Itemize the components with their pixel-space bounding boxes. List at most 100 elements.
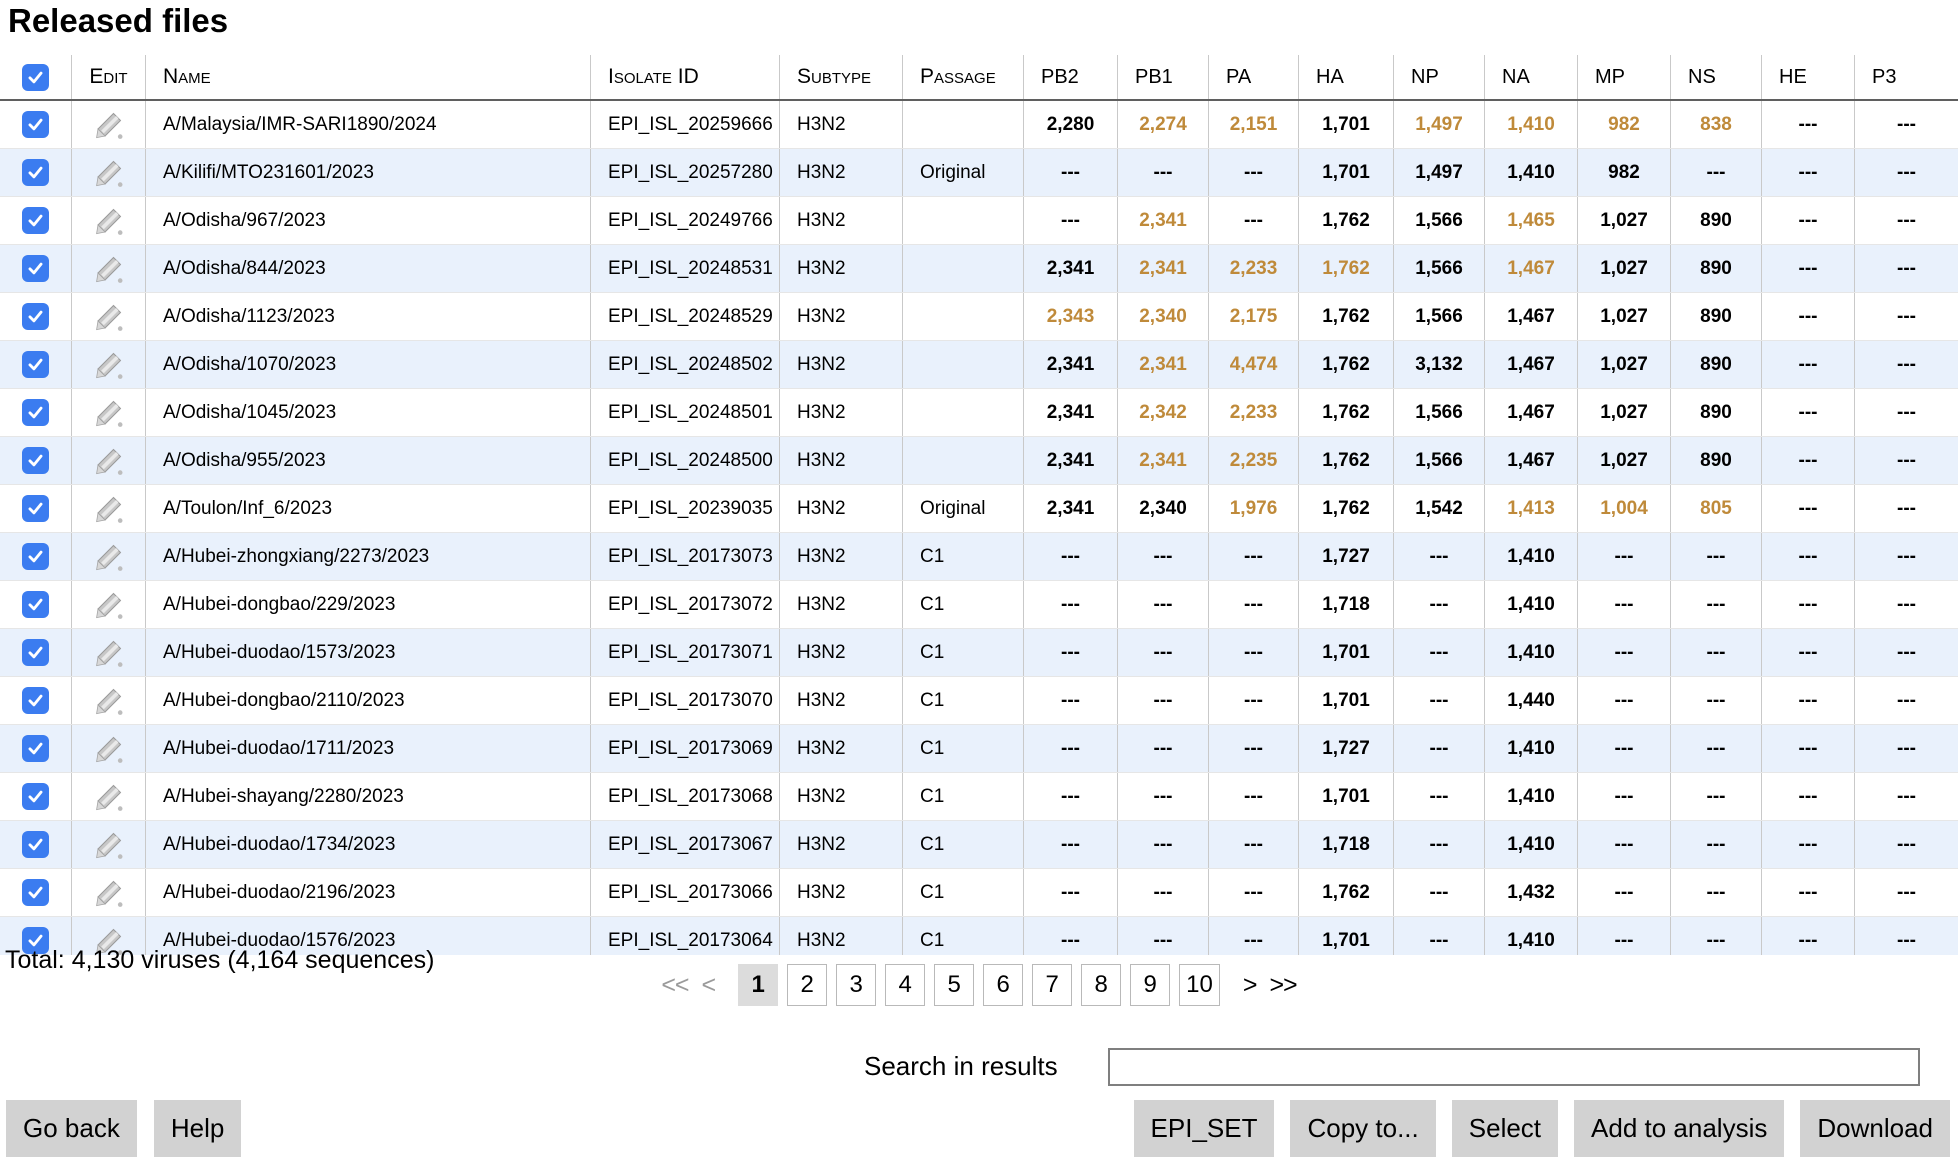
page-button-3[interactable]: 3 (836, 964, 877, 1006)
table-row[interactable]: A/Kilifi/MTO231601/2023 EPI_ISL_20257280… (0, 149, 1958, 197)
edit-pencil-icon[interactable] (94, 254, 124, 284)
row-checkbox[interactable] (22, 735, 49, 762)
row-checkbox[interactable] (22, 351, 49, 378)
edit-pencil-icon[interactable] (94, 638, 124, 668)
table-row[interactable]: A/Odisha/1070/2023 EPI_ISL_20248502 H3N2… (0, 341, 1958, 389)
row-checkbox[interactable] (22, 879, 49, 906)
column-header-mp[interactable]: MP (1577, 55, 1670, 99)
help-button[interactable]: Help (153, 1100, 242, 1157)
table-row[interactable]: A/Hubei-duodao/1734/2023 EPI_ISL_2017306… (0, 821, 1958, 869)
first-page-button[interactable]: << (661, 970, 689, 999)
page-button-4[interactable]: 4 (885, 964, 926, 1006)
epi-set-button[interactable]: EPI_SET (1133, 1100, 1275, 1157)
page-button-5[interactable]: 5 (934, 964, 975, 1006)
row-checkbox[interactable] (22, 687, 49, 714)
table-row[interactable]: A/Odisha/844/2023 EPI_ISL_20248531 H3N2 … (0, 245, 1958, 293)
segment-he: --- (1761, 869, 1854, 916)
table-row[interactable]: A/Odisha/1045/2023 EPI_ISL_20248501 H3N2… (0, 389, 1958, 437)
search-in-results-input[interactable] (1108, 1048, 1920, 1086)
row-checkbox[interactable] (22, 831, 49, 858)
row-checkbox[interactable] (22, 495, 49, 522)
edit-pencil-icon[interactable] (94, 110, 124, 140)
row-checkbox[interactable] (22, 543, 49, 570)
segment-he: --- (1761, 197, 1854, 244)
table-row[interactable]: A/Odisha/1123/2023 EPI_ISL_20248529 H3N2… (0, 293, 1958, 341)
column-header-subtype[interactable]: Subtype (779, 55, 902, 99)
edit-pencil-icon[interactable] (94, 734, 124, 764)
table-row[interactable]: A/Toulon/Inf_6/2023 EPI_ISL_20239035 H3N… (0, 485, 1958, 533)
segment-np: 1,566 (1393, 389, 1484, 436)
column-header-ha[interactable]: HA (1298, 55, 1393, 99)
table-row[interactable]: A/Hubei-duodao/1576/2023 EPI_ISL_2017306… (0, 917, 1958, 955)
column-header-np[interactable]: NP (1393, 55, 1484, 99)
row-checkbox[interactable] (22, 255, 49, 282)
table-row[interactable]: A/Odisha/955/2023 EPI_ISL_20248500 H3N2 … (0, 437, 1958, 485)
column-header-pb1[interactable]: PB1 (1117, 55, 1208, 99)
page-button-10[interactable]: 10 (1179, 964, 1220, 1006)
page-button-6[interactable]: 6 (983, 964, 1024, 1006)
row-checkbox[interactable] (22, 207, 49, 234)
passage: C1 (902, 725, 1023, 772)
column-header-pa[interactable]: PA (1208, 55, 1298, 99)
table-row[interactable]: A/Hubei-dongbao/229/2023 EPI_ISL_2017307… (0, 581, 1958, 629)
copy-to-button[interactable]: Copy to... (1290, 1100, 1436, 1157)
column-header-passage[interactable]: Passage (902, 55, 1023, 99)
row-checkbox[interactable] (22, 927, 49, 954)
select-all-checkbox[interactable] (22, 63, 49, 91)
table-row[interactable]: A/Hubei-shayang/2280/2023 EPI_ISL_201730… (0, 773, 1958, 821)
edit-pencil-icon[interactable] (94, 398, 124, 428)
select-button[interactable]: Select (1451, 1100, 1559, 1157)
row-checkbox[interactable] (22, 783, 49, 810)
column-header-ns[interactable]: NS (1670, 55, 1761, 99)
next-page-button[interactable]: > (1242, 970, 1258, 999)
page-button-7[interactable]: 7 (1032, 964, 1073, 1006)
column-header-name[interactable]: Name (145, 55, 590, 99)
table-row[interactable]: A/Odisha/967/2023 EPI_ISL_20249766 H3N2 … (0, 197, 1958, 245)
column-header-na[interactable]: NA (1484, 55, 1577, 99)
page-button-1[interactable]: 1 (738, 964, 779, 1006)
page-button-2[interactable]: 2 (787, 964, 828, 1006)
download-button[interactable]: Download (1800, 1100, 1950, 1157)
edit-pencil-icon[interactable] (94, 878, 124, 908)
page-button-8[interactable]: 8 (1081, 964, 1122, 1006)
segment-ha: 1,701 (1298, 149, 1393, 196)
go-back-button[interactable]: Go back (6, 1100, 137, 1157)
row-checkbox[interactable] (22, 303, 49, 330)
segment-p3: --- (1854, 725, 1958, 772)
last-page-button[interactable]: >> (1269, 970, 1297, 999)
edit-pencil-icon[interactable] (94, 830, 124, 860)
prev-page-button[interactable]: < (701, 970, 717, 999)
table-row[interactable]: A/Hubei-duodao/1711/2023 EPI_ISL_2017306… (0, 725, 1958, 773)
row-checkbox[interactable] (22, 159, 49, 186)
edit-pencil-icon[interactable] (94, 158, 124, 188)
edit-pencil-icon[interactable] (94, 686, 124, 716)
edit-pencil-icon[interactable] (94, 542, 124, 572)
row-checkbox[interactable] (22, 111, 49, 138)
edit-pencil-icon[interactable] (94, 782, 124, 812)
column-header-isolate-id[interactable]: Isolate ID (590, 55, 779, 99)
row-checkbox[interactable] (22, 591, 49, 618)
add-to-analysis-button[interactable]: Add to analysis (1574, 1100, 1785, 1157)
table-row[interactable]: A/Hubei-duodao/1573/2023 EPI_ISL_2017307… (0, 629, 1958, 677)
column-header-pb2[interactable]: PB2 (1023, 55, 1117, 99)
edit-pencil-icon[interactable] (94, 302, 124, 332)
segment-np: --- (1393, 677, 1484, 724)
passage: C1 (902, 917, 1023, 955)
table-row[interactable]: A/Malaysia/IMR-SARI1890/2024 EPI_ISL_202… (0, 101, 1958, 149)
edit-pencil-icon[interactable] (94, 494, 124, 524)
row-checkbox[interactable] (22, 399, 49, 426)
edit-pencil-icon[interactable] (94, 350, 124, 380)
edit-pencil-icon[interactable] (94, 926, 124, 956)
column-header-p3[interactable]: P3 (1854, 55, 1958, 99)
table-row[interactable]: A/Hubei-dongbao/2110/2023 EPI_ISL_201730… (0, 677, 1958, 725)
row-checkbox[interactable] (22, 639, 49, 666)
column-header-he[interactable]: HE (1761, 55, 1854, 99)
edit-pencil-icon[interactable] (94, 206, 124, 236)
row-checkbox[interactable] (22, 447, 49, 474)
subtype: H3N2 (779, 197, 902, 244)
table-row[interactable]: A/Hubei-duodao/2196/2023 EPI_ISL_2017306… (0, 869, 1958, 917)
table-row[interactable]: A/Hubei-zhongxiang/2273/2023 EPI_ISL_201… (0, 533, 1958, 581)
edit-pencil-icon[interactable] (94, 446, 124, 476)
edit-pencil-icon[interactable] (94, 590, 124, 620)
page-button-9[interactable]: 9 (1130, 964, 1171, 1006)
